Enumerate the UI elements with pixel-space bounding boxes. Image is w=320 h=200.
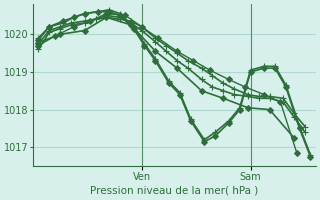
X-axis label: Pression niveau de la mer( hPa ): Pression niveau de la mer( hPa ) [90, 186, 259, 196]
